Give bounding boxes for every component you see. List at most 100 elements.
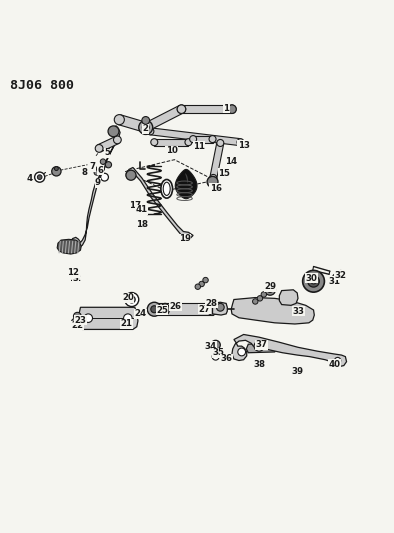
Circle shape <box>151 306 158 313</box>
Ellipse shape <box>163 182 170 196</box>
Text: 29: 29 <box>264 282 276 291</box>
Text: 28: 28 <box>206 299 218 308</box>
Circle shape <box>114 115 125 125</box>
Circle shape <box>335 358 341 364</box>
Text: 21: 21 <box>120 319 132 328</box>
Text: 13: 13 <box>238 141 250 150</box>
Circle shape <box>203 277 208 283</box>
Circle shape <box>177 105 186 114</box>
Polygon shape <box>150 128 241 146</box>
Circle shape <box>212 353 219 360</box>
Polygon shape <box>77 308 138 329</box>
Circle shape <box>257 296 263 301</box>
Circle shape <box>238 348 245 356</box>
Text: 15: 15 <box>218 169 230 178</box>
Circle shape <box>221 356 227 362</box>
Polygon shape <box>210 142 224 179</box>
Polygon shape <box>246 343 277 353</box>
Circle shape <box>54 167 58 171</box>
Circle shape <box>308 276 320 287</box>
Circle shape <box>99 166 104 171</box>
Text: 34: 34 <box>204 342 217 351</box>
Circle shape <box>126 170 136 180</box>
Circle shape <box>237 139 244 146</box>
Circle shape <box>185 139 192 146</box>
Text: 35: 35 <box>212 348 224 357</box>
Polygon shape <box>97 136 119 152</box>
Circle shape <box>147 128 154 135</box>
Text: 30: 30 <box>306 273 318 282</box>
Polygon shape <box>126 167 193 239</box>
Polygon shape <box>185 173 188 183</box>
Text: 17: 17 <box>129 200 141 209</box>
Circle shape <box>149 303 160 315</box>
Text: 3: 3 <box>73 273 79 282</box>
Circle shape <box>95 144 103 152</box>
Circle shape <box>177 105 186 114</box>
Circle shape <box>228 105 236 114</box>
Circle shape <box>217 140 224 147</box>
Circle shape <box>151 139 158 146</box>
Circle shape <box>199 281 204 287</box>
Text: 18: 18 <box>136 220 148 229</box>
Circle shape <box>303 270 324 292</box>
Polygon shape <box>154 139 188 146</box>
Polygon shape <box>279 290 298 305</box>
Circle shape <box>254 341 264 351</box>
Circle shape <box>52 167 61 176</box>
Circle shape <box>100 159 106 164</box>
Circle shape <box>73 312 81 320</box>
Circle shape <box>216 303 224 311</box>
Text: 5: 5 <box>104 148 110 157</box>
Circle shape <box>141 123 151 133</box>
Text: 37: 37 <box>255 341 267 350</box>
Text: 23: 23 <box>74 316 86 325</box>
Text: 32: 32 <box>335 271 347 279</box>
Text: 27: 27 <box>199 305 211 314</box>
Text: 26: 26 <box>170 302 182 311</box>
Polygon shape <box>212 302 227 315</box>
Text: 24: 24 <box>135 309 147 318</box>
Polygon shape <box>154 303 212 315</box>
Circle shape <box>94 170 100 175</box>
Circle shape <box>84 314 93 322</box>
Text: 12: 12 <box>67 268 80 277</box>
Text: 6: 6 <box>98 166 104 175</box>
Text: 2: 2 <box>143 124 149 133</box>
Circle shape <box>210 174 217 181</box>
Circle shape <box>124 314 132 322</box>
Text: 36: 36 <box>220 354 232 364</box>
Ellipse shape <box>161 303 169 315</box>
Polygon shape <box>118 115 147 132</box>
Circle shape <box>207 303 218 315</box>
Text: 20: 20 <box>122 293 134 302</box>
Circle shape <box>35 172 45 182</box>
Circle shape <box>103 163 108 167</box>
Circle shape <box>141 123 150 132</box>
Circle shape <box>128 296 135 303</box>
Circle shape <box>37 175 42 180</box>
Polygon shape <box>71 126 120 248</box>
Text: 22: 22 <box>71 321 84 330</box>
Circle shape <box>209 135 216 143</box>
Circle shape <box>311 279 316 284</box>
Text: 16: 16 <box>210 183 222 192</box>
Circle shape <box>100 173 108 181</box>
Ellipse shape <box>161 180 173 198</box>
Circle shape <box>125 293 139 306</box>
Text: 11: 11 <box>193 142 205 151</box>
Text: 8: 8 <box>81 168 87 177</box>
Circle shape <box>253 298 258 304</box>
Text: 31: 31 <box>329 277 341 286</box>
Circle shape <box>142 117 150 124</box>
Circle shape <box>265 285 275 295</box>
Text: 19: 19 <box>178 234 191 243</box>
Circle shape <box>139 120 153 134</box>
Circle shape <box>190 135 197 143</box>
Text: 9: 9 <box>95 179 101 188</box>
Circle shape <box>338 270 344 277</box>
Text: 12: 12 <box>69 273 81 282</box>
Circle shape <box>72 319 78 325</box>
Text: 38: 38 <box>253 360 265 369</box>
Text: 33: 33 <box>293 306 305 316</box>
